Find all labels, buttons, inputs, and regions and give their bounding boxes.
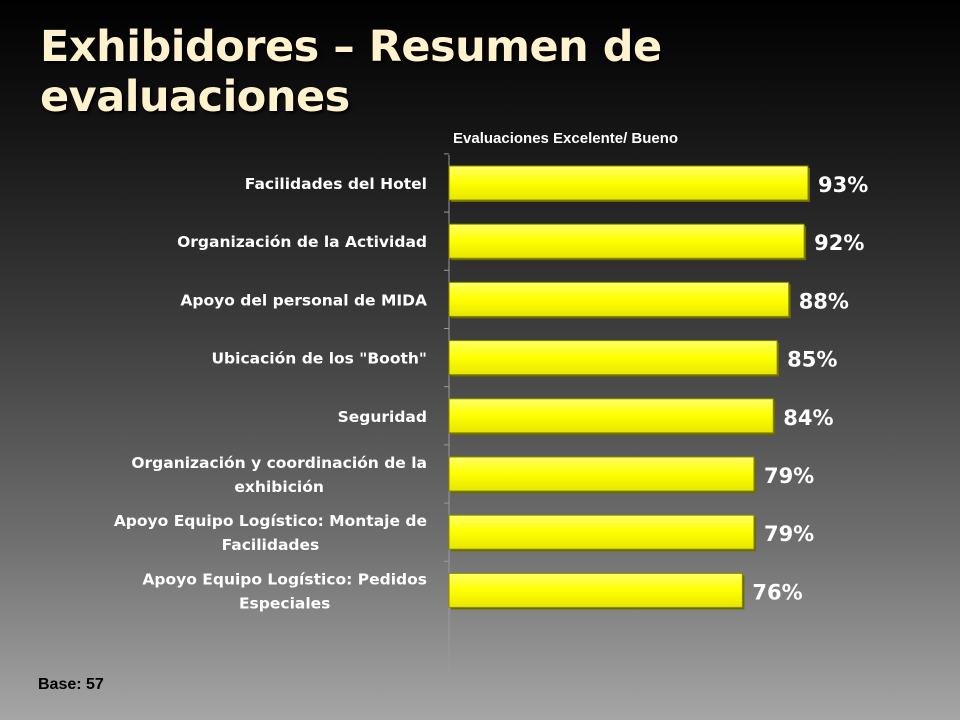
value-label: 88% bbox=[799, 289, 849, 313]
bar bbox=[448, 572, 743, 608]
bar bbox=[448, 514, 755, 550]
bar bbox=[448, 398, 774, 434]
slide-title: Exhibidores – Resumen de evaluaciones bbox=[40, 22, 662, 122]
chart-title: Evaluaciones Excelente/ Bueno bbox=[453, 130, 679, 147]
base-note: Base: 57 bbox=[38, 676, 104, 693]
bar bbox=[448, 223, 805, 259]
category-label: Facilidades del Hotel bbox=[245, 175, 427, 193]
category-label: Organización de la Actividad bbox=[177, 233, 427, 251]
value-label: 85% bbox=[787, 348, 837, 372]
value-label: 79% bbox=[764, 522, 814, 546]
bar bbox=[448, 165, 809, 201]
category-label: Apoyo Equipo Logístico: Pedidos bbox=[142, 570, 427, 588]
bar bbox=[448, 456, 755, 492]
category-label: Ubicación de los "Booth" bbox=[211, 350, 427, 368]
bar bbox=[448, 340, 778, 376]
category-label: Apoyo del personal de MIDA bbox=[180, 291, 427, 309]
value-label: 92% bbox=[814, 231, 864, 255]
category-label: exhibición bbox=[234, 478, 323, 496]
category-label: Apoyo Equipo Logístico: Montaje de bbox=[114, 512, 427, 530]
category-label: Facilidades bbox=[222, 536, 320, 554]
category-label: Organización y coordinación de la bbox=[131, 454, 427, 472]
category-label: Especiales bbox=[239, 594, 330, 612]
value-label: 79% bbox=[764, 464, 814, 488]
value-label: 84% bbox=[783, 406, 833, 430]
value-label: 76% bbox=[752, 580, 802, 604]
category-label: Seguridad bbox=[338, 408, 427, 426]
value-label: 93% bbox=[818, 173, 868, 197]
bar bbox=[448, 281, 790, 317]
